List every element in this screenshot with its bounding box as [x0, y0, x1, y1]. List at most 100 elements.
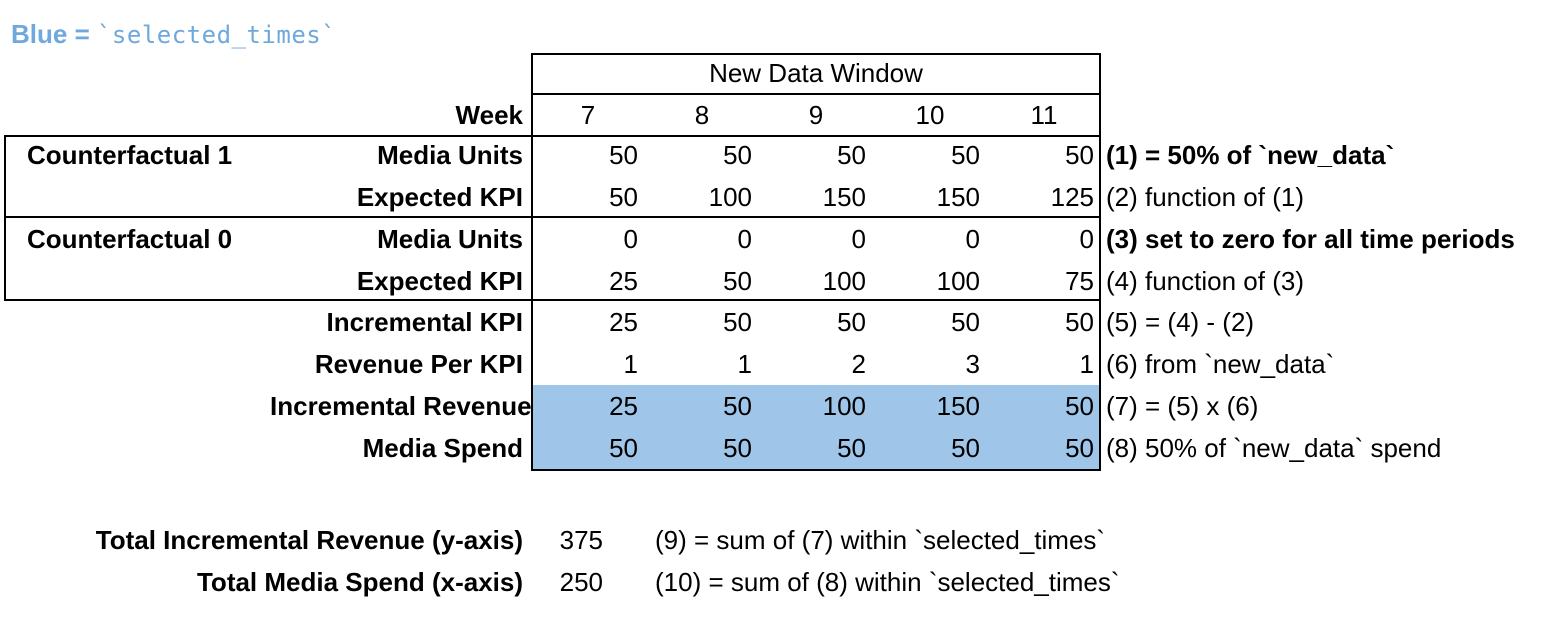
row-values: 50 50 50 50 50 — [531, 140, 1101, 171]
data-cell: 1 — [1079, 349, 1094, 379]
row-label: Expected KPI — [356, 182, 523, 212]
data-cell: 3 — [965, 349, 980, 379]
data-cell: 50 — [609, 433, 638, 463]
row-annotation-7: (7) = (5) x (6) — [1106, 391, 1259, 421]
week-header-row: Week 7 8 9 10 11 — [0, 95, 1544, 135]
data-cell: 50 — [1065, 140, 1094, 170]
data-cell: 0 — [851, 224, 866, 254]
data-cell: 125 — [1050, 182, 1094, 212]
data-cell: 50 — [837, 140, 866, 170]
data-cell: 50 — [837, 433, 866, 463]
table-row-incremental-revenue: Incremental Revenue 25 50 100 150 50 (7)… — [0, 386, 1544, 427]
row-values-highlighted: 50 50 50 50 50 — [531, 433, 1101, 464]
table-border-counterfactual-bottom — [4, 299, 1101, 301]
data-cell: 0 — [965, 224, 980, 254]
data-cell: 50 — [723, 307, 752, 337]
total-incremental-revenue-value: 375 — [559, 524, 603, 555]
data-cell: 25 — [609, 307, 638, 337]
total-incremental-revenue-label: Total Incremental Revenue (y-axis) — [95, 524, 523, 555]
data-cell: 50 — [609, 182, 638, 212]
table-border-under-window-header — [531, 93, 1101, 95]
row-label: Media Units — [377, 140, 523, 170]
data-cell: 50 — [837, 307, 866, 337]
table-border-under-week — [4, 135, 1101, 137]
data-cell: 75 — [1065, 266, 1094, 296]
data-cell: 100 — [822, 391, 866, 421]
data-cell: 150 — [822, 182, 866, 212]
data-cell: 0 — [1079, 224, 1094, 254]
table-row-cf0-expected-kpi: Expected KPI 25 50 100 100 75 (4) functi… — [0, 261, 1544, 302]
row-annotation-1: (1) = 50% of `new_data` — [1106, 140, 1395, 170]
data-cell: 100 — [936, 266, 980, 296]
row-values: 1 1 2 3 1 — [531, 349, 1101, 380]
row-annotation-3: (3) set to zero for all time periods — [1106, 224, 1515, 254]
data-cell: 50 — [723, 391, 752, 421]
data-cell: 25 — [609, 266, 638, 296]
data-cell: 150 — [936, 182, 980, 212]
week-number: 8 — [694, 99, 710, 130]
week-number: 7 — [580, 99, 596, 130]
legend-code-selected-times: `selected_times` — [96, 21, 337, 49]
table-border-bottom — [531, 469, 1101, 471]
week-numbers: 7 8 9 10 11 — [531, 100, 1101, 131]
data-cell: 25 — [609, 391, 638, 421]
row-label: Incremental KPI — [326, 307, 523, 337]
selected-times-highlight — [533, 385, 1099, 469]
data-cell: 50 — [951, 307, 980, 337]
row-values: 0 0 0 0 0 — [531, 224, 1101, 255]
data-cell: 50 — [609, 140, 638, 170]
data-cell: 1 — [623, 349, 638, 379]
row-label: Incremental Revenue — [270, 391, 532, 421]
table-row-cf1-expected-kpi: Expected KPI 50 100 150 150 125 (2) func… — [0, 177, 1544, 218]
row-annotation-2: (2) function of (1) — [1106, 182, 1304, 212]
data-cell: 100 — [708, 182, 752, 212]
new-data-window-header: New Data Window — [709, 57, 923, 88]
table-border-top — [531, 53, 1101, 55]
table-row-cf0-media-units: Counterfactual 0 Media Units 0 0 0 0 0 (… — [0, 219, 1544, 260]
data-cell: 50 — [723, 433, 752, 463]
legend-blue-note: Blue = `selected_times` — [11, 18, 336, 50]
group-label-counterfactual-1: Counterfactual 1 — [27, 140, 233, 170]
data-cell: 50 — [723, 266, 752, 296]
data-cell: 0 — [623, 224, 638, 254]
table-row-cf1-media-units: Counterfactual 1 Media Units 50 50 50 50… — [0, 135, 1544, 176]
table-border-counterfactual-divider — [4, 216, 1101, 218]
total-incremental-revenue-row: Total Incremental Revenue (y-axis) 375 (… — [0, 519, 1544, 561]
week-label: Week — [455, 99, 523, 130]
row-label: Media Units — [377, 224, 523, 254]
data-cell: 50 — [1065, 433, 1094, 463]
label-box-border-left — [4, 135, 6, 301]
row-values: 25 50 100 100 75 — [531, 266, 1101, 297]
row-annotation-4: (4) function of (3) — [1106, 266, 1304, 296]
row-label: Revenue Per KPI — [314, 349, 523, 379]
total-media-spend-label: Total Media Spend (x-axis) — [196, 566, 523, 597]
legend-prefix: Blue = — [11, 19, 97, 49]
data-cell: 50 — [1065, 307, 1094, 337]
table-row-revenue-per-kpi: Revenue Per KPI 1 1 2 3 1 (6) from `new_… — [0, 344, 1544, 385]
week-number: 11 — [1030, 99, 1058, 130]
row-values: 50 100 150 150 125 — [531, 182, 1101, 213]
data-box-border-left — [531, 53, 533, 471]
data-cell: 1 — [737, 349, 752, 379]
total-annotation-10: (10) = sum of (8) within `selected_times… — [655, 566, 1120, 597]
row-annotation-5: (5) = (4) - (2) — [1106, 307, 1255, 337]
table-row-media-spend: Media Spend 50 50 50 50 50 (8) 50% of `n… — [0, 428, 1544, 469]
total-annotation-9: (9) = sum of (7) within `selected_times` — [655, 524, 1106, 555]
total-media-spend-value: 250 — [559, 566, 603, 597]
row-annotation-8: (8) 50% of `new_data` spend — [1106, 433, 1442, 463]
group-label-counterfactual-0: Counterfactual 0 — [27, 224, 233, 254]
week-number: 9 — [808, 99, 824, 130]
row-annotation-6: (6) from `new_data` — [1106, 349, 1335, 379]
data-cell: 50 — [951, 433, 980, 463]
total-media-spend-row: Total Media Spend (x-axis) 250 (10) = su… — [0, 561, 1544, 603]
row-label: Media Spend — [362, 433, 523, 463]
table-row-incremental-kpi: Incremental KPI 25 50 50 50 50 (5) = (4)… — [0, 302, 1544, 343]
data-cell: 50 — [951, 140, 980, 170]
data-cell: 100 — [822, 266, 866, 296]
data-cell: 2 — [851, 349, 866, 379]
data-cell: 150 — [936, 391, 980, 421]
data-cell: 50 — [1065, 391, 1094, 421]
row-label: Expected KPI — [356, 266, 523, 296]
row-values: 25 50 50 50 50 — [531, 307, 1101, 338]
